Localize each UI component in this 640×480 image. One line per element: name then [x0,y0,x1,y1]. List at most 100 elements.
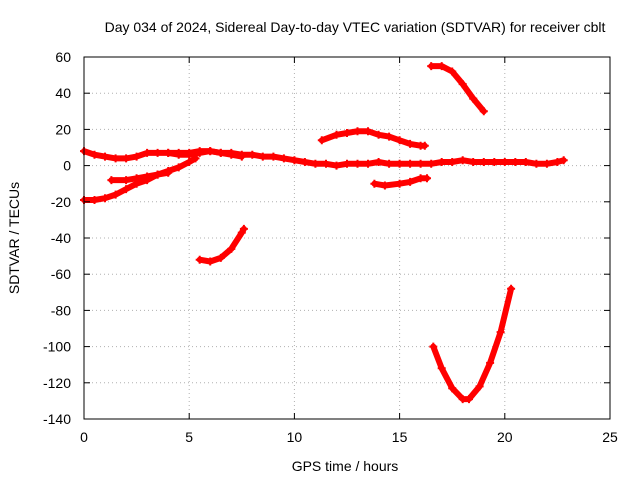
data-point [496,328,505,337]
data-point [458,80,467,89]
data-point [317,136,326,145]
x-tick-label: 0 [80,429,88,445]
y-axis-label: SDTVAR / TECUs [6,182,22,294]
y-tick-label: 0 [63,158,71,174]
data-point [227,150,236,159]
data-point [374,158,383,166]
data-point [448,158,457,166]
data-point [521,158,530,166]
data-point [406,159,415,168]
data-point [500,158,509,166]
y-tick-label: 60 [55,49,71,65]
data-point [174,163,183,172]
data-point [174,150,183,159]
data-point [143,172,152,181]
y-tick-label: -80 [51,302,71,318]
y-tick-label: -40 [51,230,71,246]
data-point [332,130,341,139]
data-point [185,158,194,166]
data-point [185,150,194,159]
data-point [465,395,473,404]
data-point [290,156,299,165]
data-point [370,179,379,188]
data-point [153,170,162,179]
x-tick-label: 10 [287,429,303,445]
data-point [437,62,446,71]
data-point [353,127,362,136]
y-tick-label: 40 [55,85,71,101]
data-point [122,176,131,185]
y-tick-label: -140 [43,411,71,427]
series-layer [80,62,568,404]
data-point [206,147,215,156]
data-point [429,342,438,351]
data-point [343,129,351,137]
data-point [553,158,562,166]
data-point [195,148,204,157]
series-3 [107,168,173,185]
data-point [507,284,516,293]
series-1 [80,147,568,170]
data-point [437,158,446,166]
data-point [395,136,404,145]
data-point [479,158,488,166]
x-tick-label: 25 [602,429,618,445]
series-trace [428,63,487,115]
series-4 [164,147,246,161]
data-point [107,176,116,185]
data-point [395,179,404,188]
data-point [90,150,99,159]
data-point [248,150,257,159]
data-point [258,152,267,161]
data-point [322,159,330,168]
data-point [469,94,478,103]
data-point [101,152,109,161]
y-tick-label: -120 [43,375,71,391]
data-point [374,130,383,139]
data-point [111,154,120,163]
x-tick-label: 15 [392,429,408,445]
x-tick-label: 5 [185,429,193,445]
x-tick-label: 20 [497,429,513,445]
data-point [364,159,372,168]
data-point [90,196,99,204]
data-point [416,159,425,168]
y-tick-label: 20 [55,121,71,137]
data-point [532,159,541,168]
data-point [269,152,278,161]
data-point [122,154,131,163]
data-point [143,148,152,157]
series-9 [429,284,516,404]
data-point [511,158,520,166]
data-point [395,159,404,168]
data-point [406,139,415,148]
x-axis-label: GPS time / hours [292,458,399,474]
data-point [132,152,141,161]
data-point [490,158,499,166]
data-point [479,107,488,116]
data-point [427,62,436,71]
data-point [469,158,478,166]
data-point [420,141,429,150]
data-point [542,159,551,168]
data-point [343,159,351,168]
series-6 [317,127,429,150]
data-point [300,158,309,166]
data-point [486,358,495,367]
data-point [164,168,173,177]
data-point [195,255,204,264]
data-point [101,194,109,203]
data-point [559,156,568,165]
y-tick-label: -100 [43,339,71,355]
data-point [239,224,248,233]
data-point [448,384,457,393]
series-8 [427,62,488,116]
y-tick-label: -60 [51,266,71,282]
data-point [237,152,246,161]
data-point [364,127,372,136]
grid [84,57,610,419]
data-point [380,181,389,190]
data-point [122,185,131,194]
data-point [385,159,394,168]
data-point [311,159,320,168]
